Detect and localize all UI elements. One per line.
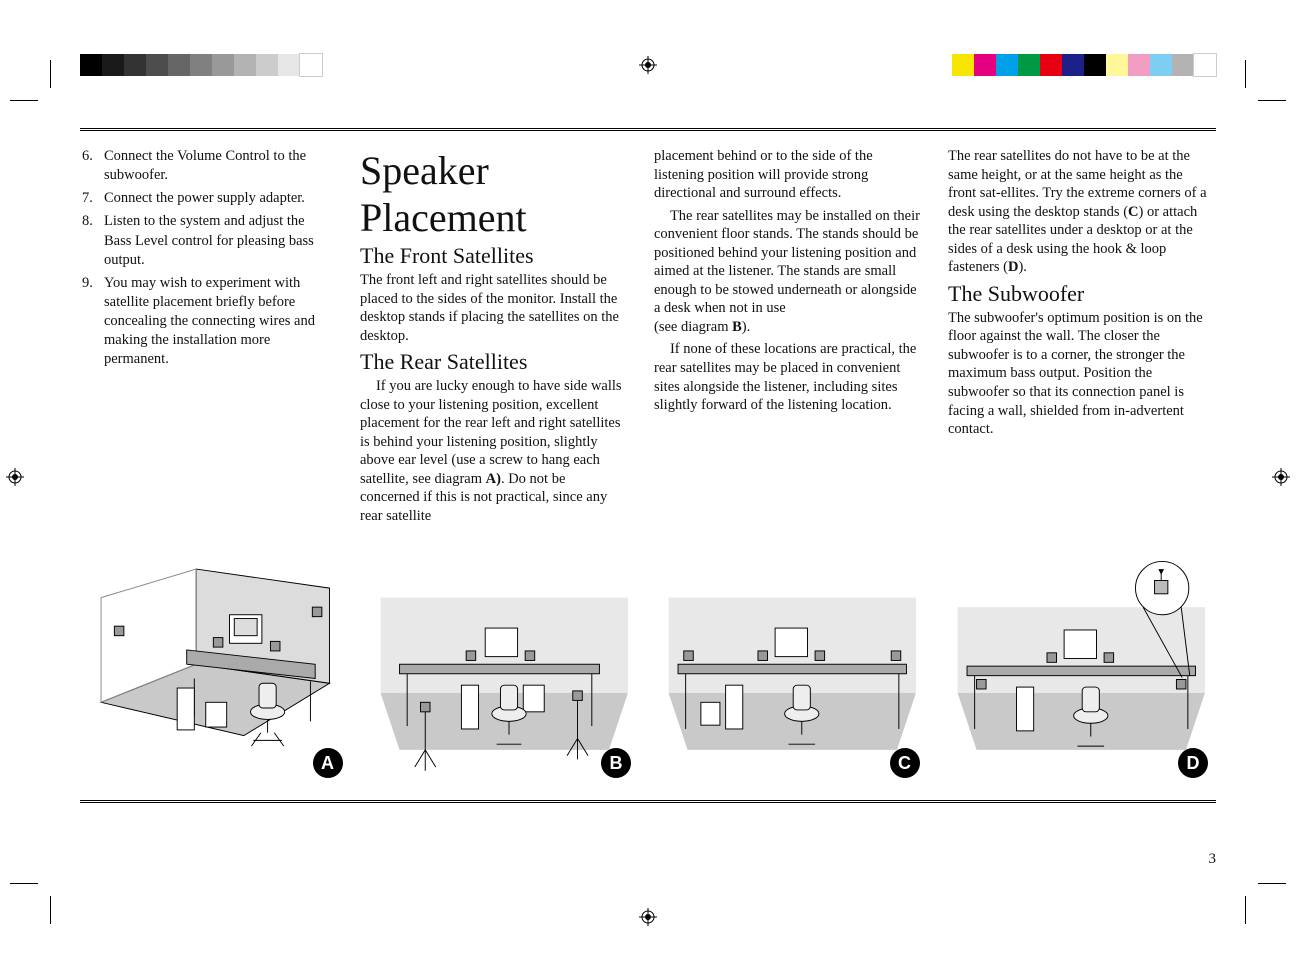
step-item: 9.You may wish to experiment with satell… xyxy=(82,274,332,370)
heading-rear-satellites: The Rear Satellites xyxy=(360,349,626,375)
column-4: The rear satellites do not have to be at… xyxy=(948,147,1214,530)
rear-satellites-text: If you are lucky enough to have side wal… xyxy=(360,377,626,525)
registration-mark xyxy=(1272,468,1290,486)
grayscale-swatches xyxy=(80,54,322,76)
heading-subwoofer: The Subwoofer xyxy=(948,281,1214,307)
front-satellites-text: The front left and right satellites shou… xyxy=(360,271,626,345)
steps-column: 6.Connect the Volume Control to the subw… xyxy=(82,147,332,530)
diagram-label-a: A xyxy=(313,748,343,778)
diagram-row: A xyxy=(80,554,1216,784)
column-2: Speaker Placement The Front Satellites T… xyxy=(360,147,626,530)
col4-p1: The rear satellites do not have to be at… xyxy=(948,147,1214,277)
registration-mark xyxy=(639,56,657,74)
diagram-label-c: C xyxy=(890,748,920,778)
step-item: 7.Connect the power supply adapter. xyxy=(82,189,332,208)
diagram-label-b: B xyxy=(601,748,631,778)
page-title: Speaker Placement xyxy=(360,147,626,241)
heading-front-satellites: The Front Satellites xyxy=(360,243,626,269)
page-number: 3 xyxy=(1209,851,1217,868)
diagram-a: A xyxy=(82,554,349,784)
col3-p3: If none of these locations are practical… xyxy=(654,340,920,414)
color-swatches xyxy=(952,54,1216,76)
subwoofer-text: The subwoofer's optimum position is on t… xyxy=(948,309,1214,439)
registration-mark xyxy=(6,468,24,486)
diagram-d: D xyxy=(948,554,1215,784)
bottom-rule xyxy=(80,800,1216,803)
diagram-c: C xyxy=(659,554,926,784)
col3-p1: placement behind or to the side of the l… xyxy=(654,147,920,203)
step-item: 6.Connect the Volume Control to the subw… xyxy=(82,147,332,185)
col3-p2: The rear satellites may be installed on … xyxy=(654,207,920,337)
page-body: 6.Connect the Volume Control to the subw… xyxy=(80,128,1216,834)
diagram-b: B xyxy=(371,554,638,784)
top-rule xyxy=(80,128,1216,131)
column-3: placement behind or to the side of the l… xyxy=(654,147,920,530)
step-item: 8.Listen to the system and adjust the Ba… xyxy=(82,212,332,269)
diagram-label-d: D xyxy=(1178,748,1208,778)
registration-mark xyxy=(639,908,657,926)
